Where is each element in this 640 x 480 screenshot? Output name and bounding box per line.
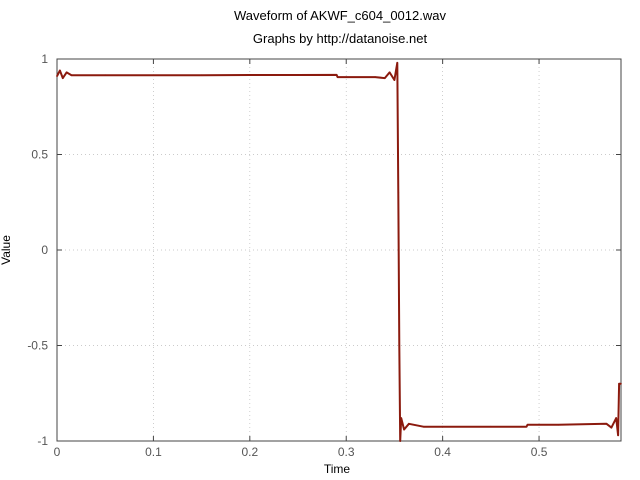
y-tick-label: -1	[37, 434, 48, 448]
waveform-data-point	[384, 77, 386, 79]
waveform-data-point	[388, 71, 391, 74]
waveform-data-point	[617, 434, 619, 437]
series-layer	[56, 61, 622, 442]
x-tick-label: 0.4	[434, 445, 451, 459]
waveform-data-point	[615, 417, 617, 419]
x-tick-label: 0.2	[241, 445, 258, 459]
waveform-data-point	[399, 440, 402, 442]
waveform-data-point	[400, 417, 403, 419]
waveform-data-point	[335, 74, 338, 76]
waveform-data-point	[422, 425, 425, 428]
y-tick-label: 0.5	[31, 148, 48, 162]
x-tick-label: 0.3	[338, 445, 355, 459]
waveform-data-point	[59, 69, 61, 72]
chart-title: Waveform of AKWF_c604_0012.wav	[234, 8, 446, 23]
waveform-data-point	[403, 428, 405, 431]
waveform-data-point	[441, 425, 444, 428]
y-tick-label: 0	[41, 243, 48, 257]
y-tick-label: -0.5	[27, 339, 48, 353]
chart-subtitle: Graphs by http://datanoise.net	[253, 31, 428, 46]
waveform-data-point	[249, 74, 251, 76]
y-axis-label: Value	[0, 235, 13, 265]
waveform-data-point	[525, 425, 528, 428]
axis-ticks: 0 0.1 0.2 0.3 0.4 0.5 -1 -0.5 0 0.5 1	[27, 52, 621, 459]
waveform-data-point	[152, 74, 155, 76]
waveform-data-point	[490, 425, 492, 428]
waveform-data-point	[104, 74, 106, 76]
waveform-data-point	[65, 71, 68, 74]
waveform-data-point	[618, 382, 620, 385]
waveform-data-point	[62, 77, 64, 79]
waveform-data-point	[526, 424, 529, 426]
waveform-data-point	[393, 79, 396, 81]
waveform-data-point	[605, 423, 608, 425]
x-tick-label: 0	[54, 445, 61, 459]
x-tick-label: 0.5	[531, 445, 548, 459]
y-tick-label: 1	[41, 52, 48, 66]
waveform-data-point	[620, 382, 622, 385]
x-axis-label: Time	[324, 462, 351, 476]
grid-lines	[56, 58, 621, 442]
waveform-data-point	[70, 74, 73, 76]
waveform-data-point	[397, 191, 400, 194]
waveform-data-point	[396, 62, 399, 64]
waveform-data-point	[398, 344, 401, 347]
waveform-data-point	[408, 423, 410, 425]
waveform-data-point	[557, 424, 560, 426]
waveform-data-point	[56, 75, 58, 77]
waveform-data-point	[297, 74, 299, 76]
waveform-data-point	[336, 76, 339, 78]
x-tick-label: 0.1	[145, 445, 162, 459]
waveform-data-point	[374, 76, 377, 78]
waveform-series-line	[56, 61, 621, 442]
waveform-data-point	[200, 74, 203, 76]
waveform-data-point	[610, 426, 613, 429]
